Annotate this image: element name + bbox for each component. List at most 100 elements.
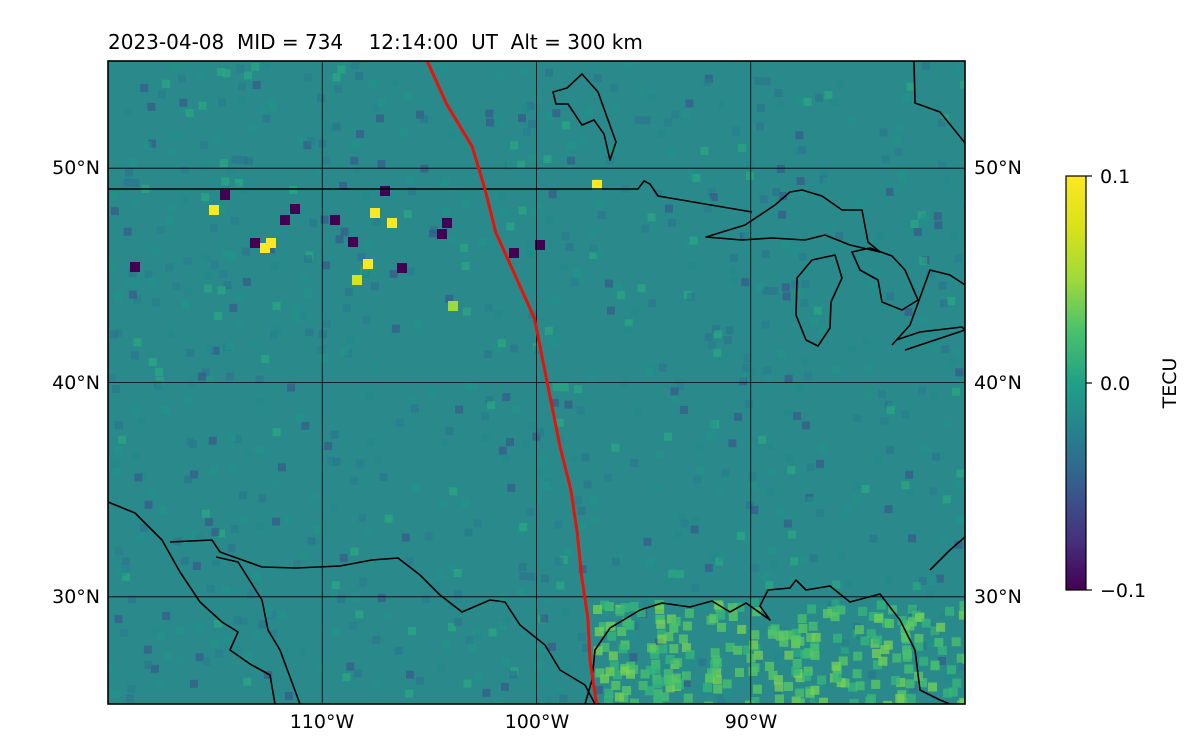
tec-cell (485, 109, 494, 118)
tec-cell (817, 330, 826, 339)
tec-cell (618, 644, 628, 654)
tec-cell (147, 278, 156, 287)
tec-cell (919, 257, 928, 265)
tec-cell (657, 634, 667, 644)
tec-cell (362, 315, 371, 324)
tec-cell (408, 187, 417, 195)
tec-cell (626, 632, 635, 641)
tec-cell (436, 571, 445, 580)
tec-cell (629, 459, 638, 468)
tec-cell (782, 292, 791, 301)
tec-cell (921, 618, 931, 628)
tec-cell (718, 553, 727, 562)
tec-cell (854, 625, 864, 635)
tec-cell (869, 282, 878, 291)
lon-tick-label: 90°W (725, 711, 778, 733)
tec-cell (806, 462, 815, 471)
tec-cell (447, 623, 456, 632)
lat-tick-label-right: 30°N (974, 586, 1022, 608)
tec-cell (874, 456, 883, 465)
tec-cell (741, 278, 750, 287)
tec-cell (339, 554, 348, 562)
tec-cell (958, 610, 965, 620)
tec-cell (497, 191, 506, 200)
tec-cell (552, 109, 561, 118)
tec-cell (529, 208, 538, 217)
tec-cell (123, 178, 132, 187)
florida-atlantic-coast (929, 536, 965, 571)
tec-cell (545, 216, 554, 225)
tec-cell (355, 610, 364, 619)
tec-cell (222, 586, 231, 595)
tec-cell (770, 560, 779, 569)
tec-cell (663, 669, 673, 679)
tec-cell (704, 701, 714, 704)
tec-cell (255, 522, 264, 531)
tec-cell (795, 673, 805, 683)
tec-cell (669, 623, 679, 633)
tec-cell (316, 666, 325, 675)
tec-cell (318, 330, 327, 338)
tec-cell (251, 62, 260, 71)
tec-cell (377, 593, 386, 602)
tec-cell (222, 635, 231, 644)
tec-cell (667, 148, 676, 157)
tec-cell (544, 326, 553, 335)
tec-cell (781, 240, 790, 249)
tec-cell (200, 141, 209, 150)
tec-cell (750, 598, 759, 607)
tec-cell (682, 621, 692, 631)
tec-cell (785, 454, 794, 463)
tec-cell (914, 633, 924, 643)
tec-cell (671, 616, 681, 626)
tec-cell (528, 421, 537, 430)
tec-cell (838, 656, 848, 666)
tec-cell (608, 651, 618, 661)
tec-cell (334, 85, 343, 93)
tec-cell (350, 156, 359, 165)
tec-cell (679, 405, 688, 414)
tec-cell (768, 546, 776, 555)
tec-cell (253, 572, 262, 581)
tec-outlier-cell (442, 218, 452, 228)
tec-cell (407, 396, 416, 405)
tec-cell (861, 337, 870, 346)
tec-outlier-cell (330, 215, 340, 225)
tec-cell (604, 473, 613, 482)
tec-cell (715, 557, 724, 566)
tec-cell (612, 104, 621, 113)
tec-cell (128, 269, 137, 278)
tec-cell (233, 434, 242, 443)
tec-cell (783, 519, 792, 528)
tec-cell (340, 227, 349, 236)
tec-cell (125, 168, 134, 177)
tec-cell (147, 103, 156, 111)
tec-cell (239, 156, 248, 165)
tec-cell (824, 91, 833, 99)
tec-cell (713, 684, 723, 694)
tec-cell (237, 95, 246, 104)
tec-cell (674, 376, 683, 385)
tec-cell (556, 434, 565, 442)
tec-cell (239, 617, 248, 626)
tec-cell (464, 381, 473, 389)
tec-cell (791, 628, 801, 638)
tec-cell (897, 168, 905, 177)
tec-cell (230, 524, 239, 533)
tec-cell (509, 670, 518, 679)
tec-cell (588, 374, 597, 383)
tec-cell (526, 102, 535, 111)
tec-cell (229, 303, 238, 312)
tec-cell (954, 66, 963, 75)
lat-tick-label-left: 50°N (52, 157, 100, 179)
tec-cell (171, 64, 180, 73)
tec-cell (117, 568, 126, 576)
tec-cell (634, 408, 643, 417)
tec-cell (651, 664, 661, 674)
tec-outlier-cell (209, 205, 219, 215)
tec-cell (131, 178, 140, 187)
tec-cell (931, 345, 940, 354)
tec-cell (831, 661, 841, 671)
tec-cell (810, 695, 819, 704)
tec-cell (707, 430, 716, 439)
